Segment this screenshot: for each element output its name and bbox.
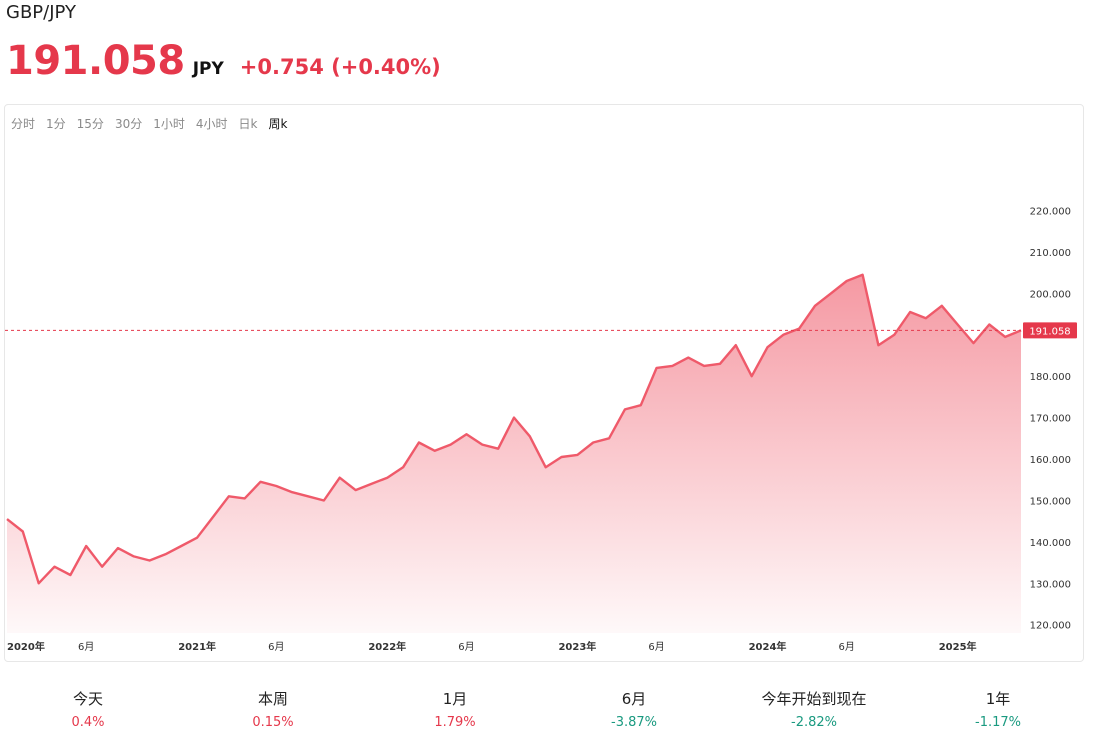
x-tick-label: 6月	[648, 641, 664, 653]
y-tick-label: 200.000	[1030, 289, 1071, 300]
current-price-badge: 191.058	[1023, 322, 1077, 339]
price-row: 191.058 JPY +0.754 (+0.40%)	[6, 38, 441, 84]
x-tick-label: 2022年	[368, 640, 406, 653]
y-tick-label: 120.000	[1030, 621, 1071, 632]
price-change: +0.754 (+0.40%)	[239, 55, 441, 79]
y-tick-label: 140.000	[1030, 538, 1071, 549]
stat-label: 今年开始到现在	[761, 690, 867, 708]
x-tick-label: 2023年	[558, 640, 596, 653]
stat-label: 今天	[72, 690, 103, 708]
timeframe-selector: 分时 1分 15分 30分 1小时 4小时 日k 周k	[11, 115, 298, 132]
timeframe-tab-0[interactable]: 分时	[11, 117, 36, 131]
x-tick-label: 6月	[78, 641, 94, 653]
price-line	[6, 273, 1022, 585]
timeframe-tab-1[interactable]: 1分	[46, 117, 66, 131]
x-tick-label: 2020年	[7, 640, 45, 653]
y-tick-label: 180.000	[1030, 372, 1071, 383]
current-price: 191.058	[6, 38, 185, 84]
x-tick-label: 6月	[458, 641, 474, 653]
timeframe-tab-5[interactable]: 4小时	[195, 117, 228, 131]
stat-value: 0.4%	[71, 715, 105, 730]
stat-label: 1月	[442, 690, 468, 708]
timeframe-tab-4[interactable]: 1小时	[153, 117, 185, 131]
stat-item: 1月 1.79%	[370, 688, 540, 730]
stat-value: -3.87%	[611, 715, 657, 730]
x-tick-label: 6月	[839, 641, 855, 653]
price-area	[7, 274, 1021, 633]
y-tick-label: 220.000	[1030, 207, 1071, 218]
stat-label: 6月	[621, 690, 647, 708]
current-price-label: 191.058	[1029, 326, 1070, 337]
x-tick-label: 2025年	[939, 640, 977, 653]
stat-value: -1.17%	[975, 715, 1021, 730]
timeframe-tab-2[interactable]: 15分	[76, 117, 104, 131]
timeframe-tab-7[interactable]: 周k	[268, 117, 288, 131]
stat-item: 今年开始到现在 -2.82%	[729, 688, 899, 730]
stat-value: 0.15%	[252, 715, 294, 730]
performance-stats: 今天 0.4% 本周 0.15% 1月 1.79% 6月 -3.87% 今年开始到现在 -2.82…	[0, 688, 1098, 748]
timeframe-tab-6[interactable]: 日k	[238, 117, 258, 131]
stat-value: 1.79%	[434, 715, 476, 730]
stat-item: 6月 -3.87%	[549, 688, 719, 730]
x-tick-label: 6月	[268, 641, 284, 653]
stat-item: 1年 -1.17%	[913, 688, 1083, 730]
timeframe-tab-3[interactable]: 30分	[114, 117, 143, 131]
currency-code: JPY	[192, 59, 224, 79]
y-tick-label: 150.000	[1030, 496, 1071, 507]
pair-title: GBP/JPY	[6, 2, 76, 23]
y-tick-label: 170.000	[1030, 414, 1071, 425]
y-tick-label: 130.000	[1030, 579, 1071, 590]
stat-item: 本周 0.15%	[188, 688, 358, 730]
stat-value: -2.82%	[791, 715, 837, 730]
y-tick-label: 160.000	[1030, 455, 1071, 466]
x-tick-label: 2021年	[178, 640, 216, 653]
y-tick-label: 210.000	[1030, 248, 1071, 259]
price-chart[interactable]: 191.058 120.000 130.000 140.000 150.000 160.0…	[5, 105, 1083, 661]
chart-panel: 分时 1分 15分 30分 1小时 4小时 日k 周k 191.058 120.000 130.0…	[4, 104, 1084, 662]
stat-item: 今天 0.4%	[3, 688, 173, 730]
stat-label: 本周	[257, 690, 288, 708]
stat-label: 1年	[985, 690, 1011, 708]
x-tick-label: 2024年	[749, 640, 787, 653]
